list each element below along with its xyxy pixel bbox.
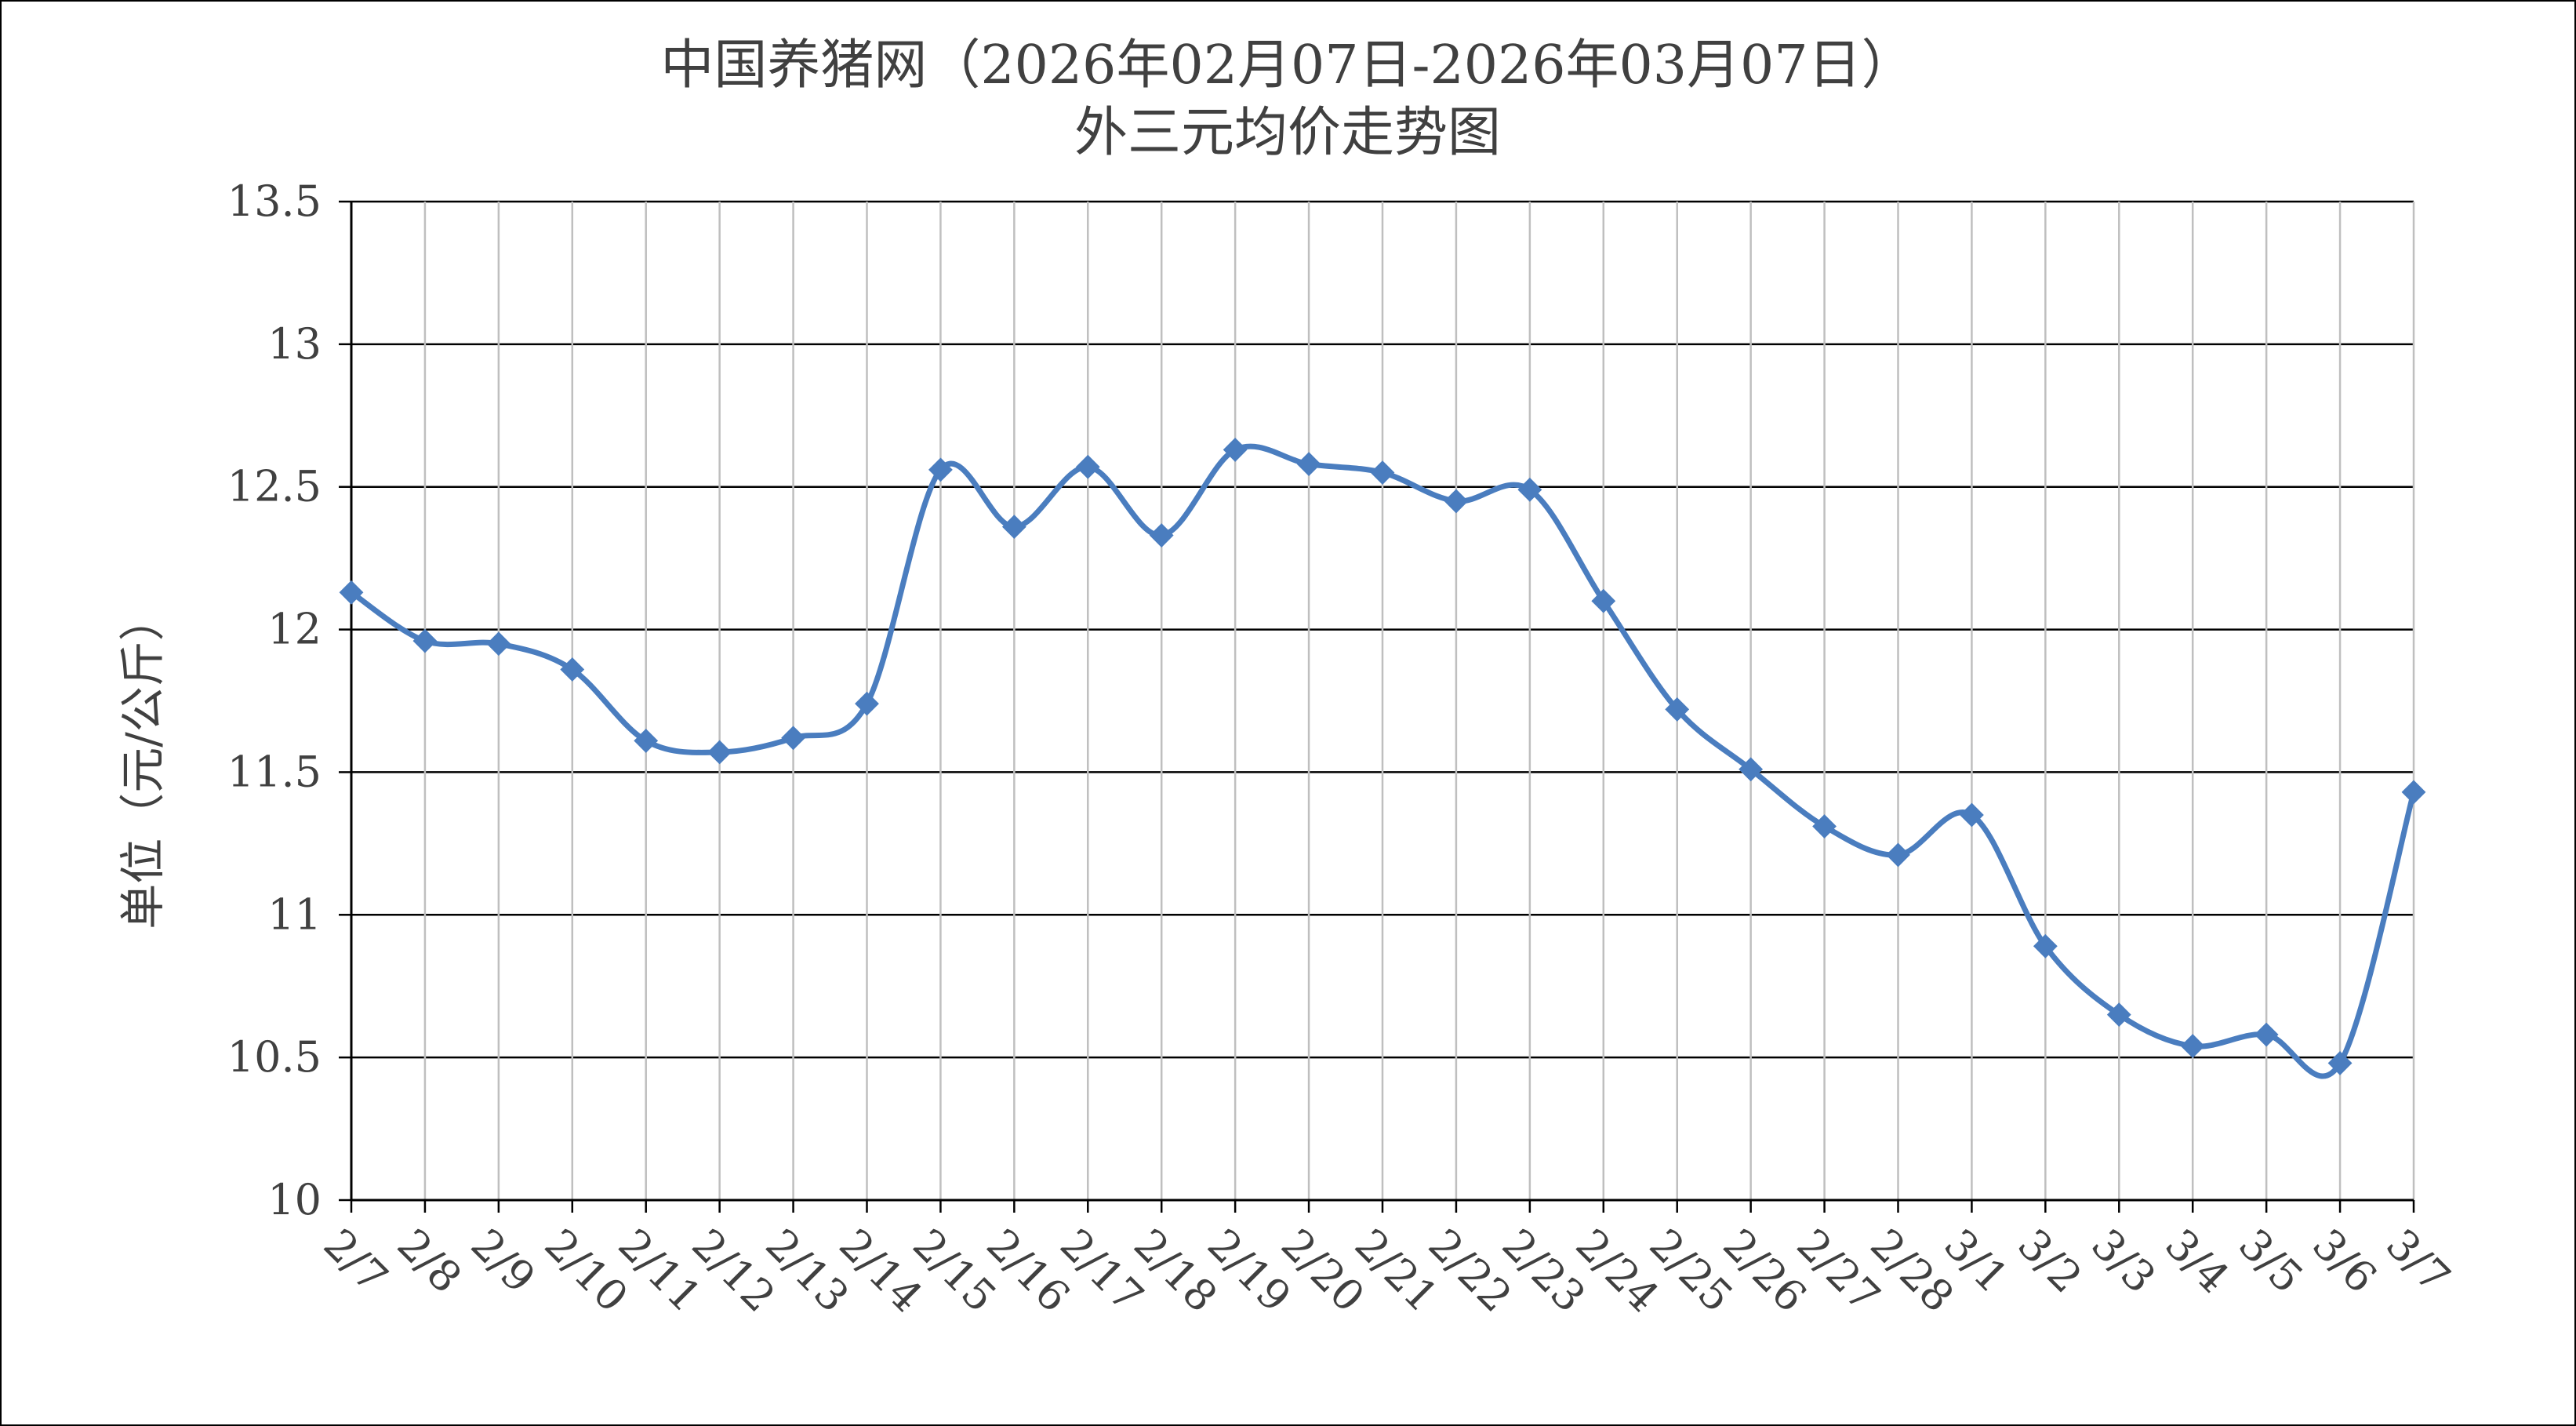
- data-point-marker: [1960, 802, 1984, 828]
- x-tick-label: 2/18: [1125, 1220, 1226, 1322]
- x-tick-label: 3/6: [2303, 1220, 2386, 1303]
- data-point-marker: [855, 691, 879, 716]
- data-point-marker: [486, 631, 511, 657]
- data-point-marker: [1591, 588, 1616, 613]
- y-axis-label: 单位（元/公斤）: [116, 595, 169, 929]
- x-tick-label: 2/8: [388, 1220, 471, 1303]
- data-point-marker: [2033, 933, 2058, 959]
- x-tick-label: 2/24: [1567, 1220, 1669, 1322]
- x-tick-label: 2/13: [756, 1220, 858, 1322]
- x-tick-label: 2/16: [977, 1220, 1079, 1322]
- x-tick-label: 2/11: [609, 1220, 711, 1322]
- x-tick-label: 2/22: [1419, 1220, 1521, 1322]
- x-tick-label: 3/4: [2156, 1220, 2239, 1303]
- data-point-marker: [1886, 842, 1910, 868]
- x-tick-label: 3/5: [2229, 1220, 2313, 1303]
- x-tick-label: 2/7: [314, 1220, 398, 1303]
- data-point-marker: [1223, 438, 1248, 462]
- data-point-marker: [1812, 814, 1837, 839]
- x-tick-label: 3/2: [2008, 1220, 2091, 1303]
- data-point-marker: [1001, 515, 1026, 540]
- y-tick-label: 11.5: [227, 747, 322, 796]
- data-point-marker: [560, 657, 585, 682]
- axes: [339, 200, 2415, 1213]
- data-point-marker: [781, 726, 805, 751]
- data-point-marker: [1370, 460, 1395, 485]
- x-tick-label: 2/15: [903, 1220, 1005, 1322]
- data-point-marker: [412, 628, 438, 653]
- x-tick-label: 2/12: [682, 1220, 784, 1322]
- x-tick-label: 2/17: [1051, 1220, 1153, 1322]
- data-point-marker: [1149, 523, 1174, 547]
- x-tick-label: 2/10: [536, 1220, 638, 1322]
- x-tick-label: 3/3: [2082, 1220, 2165, 1303]
- data-point-marker: [1739, 757, 1764, 782]
- y-tick-label: 12: [267, 605, 322, 654]
- data-point-marker: [1444, 489, 1469, 514]
- data-point-marker: [1075, 454, 1100, 479]
- x-tick-label: 2/21: [1346, 1220, 1448, 1322]
- x-tick-label: 2/19: [1198, 1220, 1300, 1322]
- x-tick-label: 2/14: [830, 1220, 932, 1322]
- x-tick-label: 2/28: [1861, 1220, 1963, 1322]
- data-point-marker: [928, 457, 953, 482]
- data-point-marker: [634, 729, 659, 753]
- vertical-gridlines: [423, 202, 2415, 1200]
- data-point-marker: [2254, 1022, 2279, 1047]
- data-point-marker: [339, 580, 364, 605]
- x-axis-tick-labels: 2/72/82/92/102/112/122/132/142/152/162/1…: [314, 1220, 2460, 1322]
- data-point-marker: [2401, 780, 2426, 805]
- series-line: [348, 443, 2417, 1079]
- y-tick-label: 12.5: [227, 462, 322, 511]
- y-axis-tick-labels: 10 10.5 11 11.5 12 12.5 13 13.5: [227, 176, 322, 1224]
- x-tick-label: 2/23: [1493, 1220, 1595, 1322]
- data-point-marker: [2106, 1002, 2131, 1027]
- x-tick-label: 2/9: [462, 1220, 545, 1303]
- y-tick-label: 11: [267, 889, 322, 939]
- x-tick-label: 2/27: [1787, 1220, 1889, 1322]
- x-tick-label: 2/26: [1713, 1220, 1815, 1322]
- data-point-marker: [1517, 477, 1542, 502]
- x-tick-label: 2/20: [1272, 1220, 1374, 1322]
- chart-title-line-2: 外三元均价走势图: [1074, 102, 1501, 164]
- series-group: [339, 438, 2426, 1079]
- y-tick-label: 10.5: [227, 1032, 322, 1082]
- x-tick-label: 2/25: [1640, 1220, 1742, 1322]
- y-tick-label: 13: [267, 319, 322, 369]
- y-tick-label: 10: [267, 1175, 322, 1224]
- data-point-marker: [707, 740, 732, 765]
- y-tick-label: 13.5: [227, 176, 322, 226]
- data-point-marker: [1665, 697, 1690, 722]
- data-point-marker: [1296, 452, 1321, 477]
- data-point-marker: [2327, 1051, 2353, 1075]
- chart-title-line-1: 中国养猪网（2026年02月07日-2026年03月07日）: [660, 35, 1914, 96]
- x-tick-label: 3/7: [2377, 1220, 2460, 1303]
- data-point-marker: [2180, 1034, 2205, 1059]
- chart-title: 中国养猪网（2026年02月07日-2026年03月07日） 外三元均价走势图: [660, 35, 1914, 164]
